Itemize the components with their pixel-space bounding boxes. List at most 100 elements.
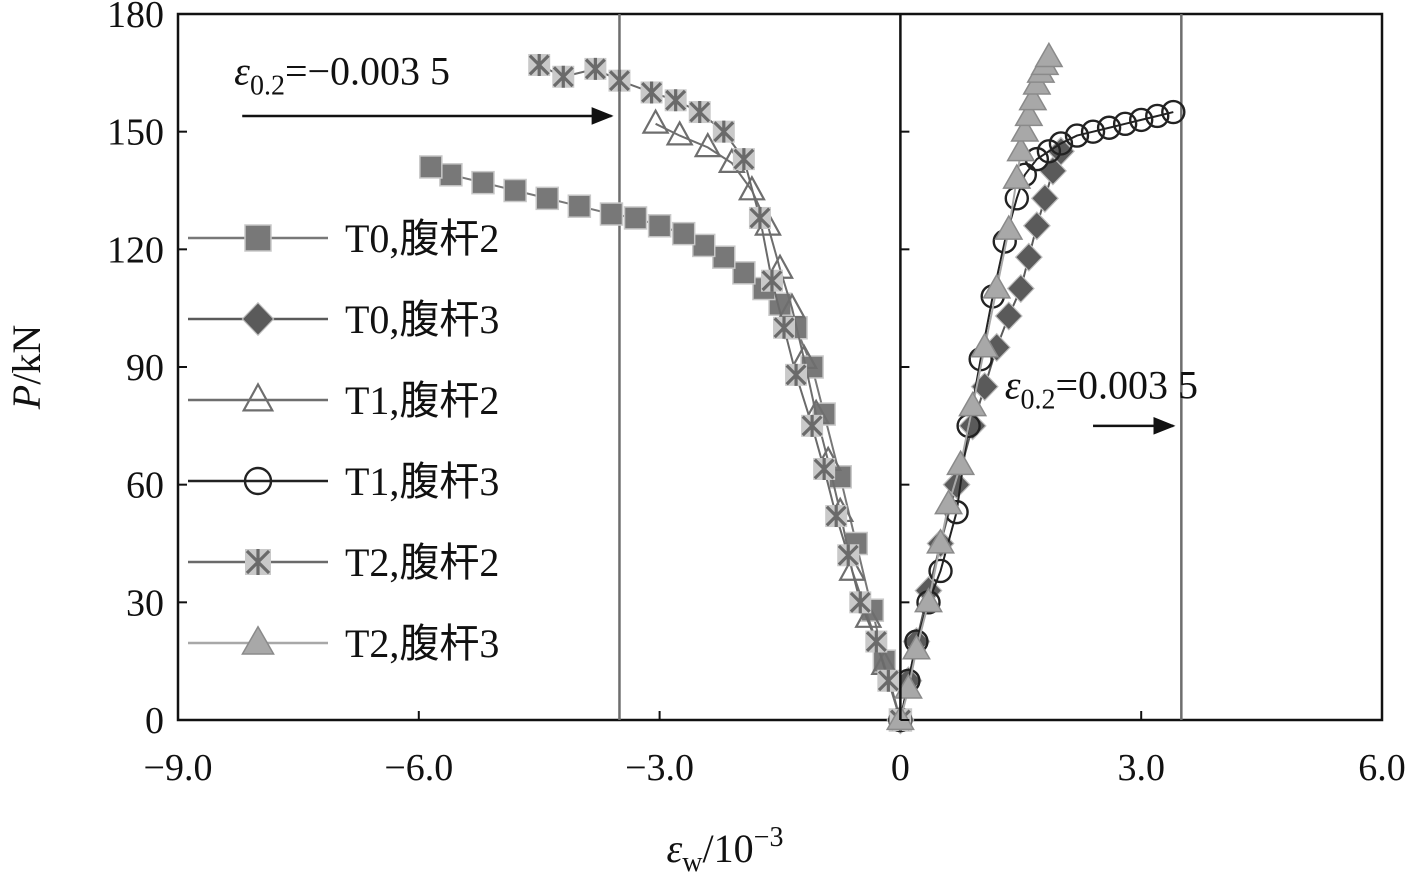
y-tick-label-1: 30	[126, 582, 164, 624]
point-1-6	[958, 411, 987, 441]
point-1-11	[1014, 242, 1043, 272]
series-4	[528, 53, 912, 731]
point-4-10-x	[761, 269, 783, 292]
y-tick-label-5: 150	[107, 112, 164, 154]
ref-label-main-0: ε	[234, 49, 250, 94]
point-2-3	[838, 555, 867, 581]
legend-marker-3	[243, 466, 273, 496]
y-axis-title-rest: /kN	[4, 325, 49, 385]
legend-marker-1	[241, 301, 275, 337]
point-4-5-x	[825, 505, 847, 528]
legend-label-1: T0,腹杆3	[345, 297, 499, 342]
point-4-16-x	[641, 81, 663, 104]
reference-lines	[618, 14, 1183, 720]
point-0-10	[732, 261, 756, 285]
point-1-12	[1022, 211, 1051, 241]
point-3-13	[1036, 139, 1062, 164]
point-4-12-x	[733, 148, 755, 171]
point-3-20	[1145, 103, 1170, 129]
point-5-15	[1018, 85, 1048, 111]
y-tick-label-6: 180	[107, 0, 164, 36]
point-5-4	[926, 528, 956, 554]
point-4-18-x	[584, 57, 606, 80]
point-3-4	[928, 558, 953, 584]
legend-marker-5	[241, 625, 275, 655]
legend-marker-0	[244, 224, 272, 252]
point-5-5	[934, 489, 964, 515]
point-5-3	[914, 587, 943, 613]
x-tick-label-4: 3.0	[1117, 747, 1165, 789]
point-0-15	[623, 206, 648, 230]
point-5-6	[946, 449, 976, 476]
point-0-12	[691, 233, 716, 258]
ref-label-rest-1: =0.003 5	[1056, 362, 1199, 407]
point-4-1-x	[877, 669, 899, 692]
x-axis-title-rest: /10	[703, 826, 754, 871]
point-0-19	[503, 178, 527, 203]
point-3-17	[1096, 115, 1122, 140]
point-3-15	[1064, 123, 1090, 148]
point-5-19	[1034, 41, 1064, 68]
point-4-6-x	[813, 457, 835, 480]
x-tick-label-0: −9.0	[144, 747, 213, 789]
point-4-4-x	[837, 544, 859, 567]
point-5-12	[1006, 136, 1036, 162]
x-tick-label-1: −6.0	[384, 747, 453, 789]
legend-marker-4-x	[245, 549, 271, 575]
point-0-21	[439, 163, 463, 187]
ref-label-sub-0: 0.2	[250, 71, 285, 102]
point-1-13	[1030, 183, 1059, 213]
x-axis-title-main: ε	[667, 826, 683, 871]
point-0-14	[647, 214, 672, 238]
point-2-15	[641, 108, 670, 134]
point-4-15-x	[665, 89, 687, 112]
point-5-14	[1014, 100, 1044, 127]
ref-label-main-1: ε	[1005, 362, 1021, 407]
point-4-14-x	[689, 101, 711, 124]
y-tick-label-3: 90	[126, 347, 164, 389]
point-4-7-x	[801, 414, 823, 437]
point-0-20	[471, 170, 495, 195]
axes: −9.0 −6.0 −3.0 0 3.0 6.00306090120150180εw/10…	[4, 0, 1406, 874]
annotations: ε0.2=−0.003 5ε0.2=0.003 5	[234, 49, 1199, 435]
point-3-21	[1161, 99, 1186, 125]
series-line-1	[899, 150, 1062, 721]
legend-entry-2: T1,腹杆2	[188, 378, 499, 423]
point-0-16	[599, 202, 624, 226]
point-0-18	[535, 186, 559, 211]
point-4-19-x	[552, 65, 574, 88]
point-2-13	[693, 131, 722, 158]
point-1-9	[994, 301, 1023, 331]
ref-label-0: ε0.2=−0.003 5	[234, 49, 450, 102]
x-axis-title-sub: w	[682, 847, 703, 874]
point-4-20-x	[528, 53, 550, 76]
point-1-10	[1006, 273, 1035, 304]
legend-entry-1: T0,腹杆3	[188, 297, 499, 342]
point-4-3-x	[849, 591, 871, 614]
point-5-9	[982, 273, 1012, 299]
point-0-17	[567, 194, 592, 218]
legend-marker-2	[241, 382, 275, 412]
point-3-14	[1048, 131, 1074, 156]
legend-entry-0: T0,腹杆2	[188, 216, 499, 261]
y-axis-title-main: P	[4, 385, 49, 410]
legend-label-0: T0,腹杆2	[345, 216, 499, 261]
legend-entry-5: T2,腹杆3	[188, 621, 499, 666]
point-5-2	[901, 634, 931, 660]
point-5-8	[970, 332, 1000, 358]
series-5	[885, 41, 1064, 731]
point-2-2	[854, 602, 883, 628]
point-4-13-x	[713, 120, 735, 143]
legend: T0,腹杆2 T0,腹杆3 T1,腹杆2 T1,腹杆3 T2,腹杆2 T2,腹杆3	[188, 216, 499, 666]
point-4-9-x	[773, 316, 795, 339]
y-tick-label-2: 60	[126, 465, 164, 507]
y-tick-label-0: 0	[145, 700, 164, 742]
point-4-2-x	[865, 630, 887, 653]
point-5-10	[994, 214, 1024, 240]
point-0-11	[712, 245, 736, 269]
legend-label-5: T2,腹杆3	[345, 621, 499, 666]
legend-label-3: T1,腹杆3	[345, 459, 499, 504]
point-0-13	[671, 221, 696, 246]
ref-label-rest-0: =−0.003 5	[285, 49, 450, 94]
